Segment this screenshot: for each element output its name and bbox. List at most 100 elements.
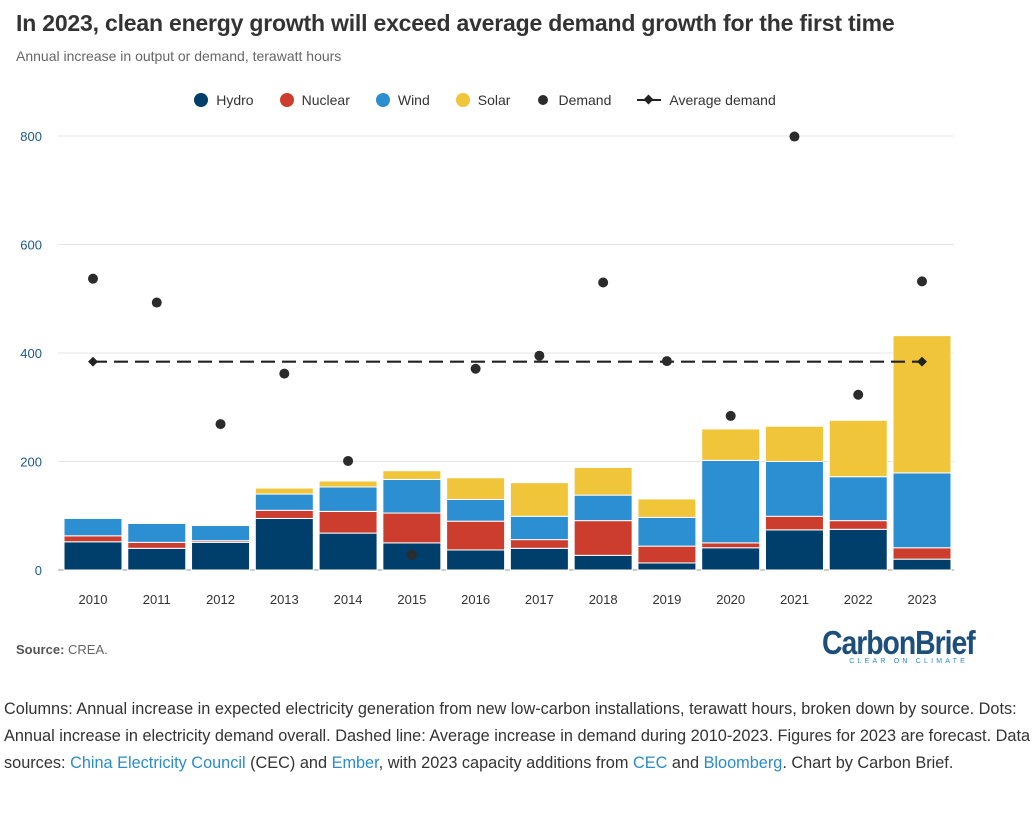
carbon-brief-logo: CarbonBrief CLEAR ON CLIMATE (822, 624, 976, 666)
source-text: CREA. (68, 642, 108, 657)
bar-hydro-2019 (637, 562, 697, 571)
x-tick-label-2017: 2017 (525, 592, 554, 607)
bar-nuclear-2019 (637, 545, 697, 564)
legend-label-average-demand: Average demand (669, 92, 776, 108)
legend-swatch-demand (538, 95, 549, 105)
demand-dot-2011 (151, 297, 162, 308)
bar-wind-2015 (382, 478, 442, 514)
bar-solar-2017 (509, 482, 569, 517)
legend-item-demand[interactable]: Demand (536, 92, 611, 108)
y-tick-label-200: 200 (20, 455, 42, 470)
bar-wind-2014 (318, 486, 378, 512)
brand-name: CarbonBrief (822, 624, 976, 661)
brand-tagline: CLEAR ON CLIMATE (849, 658, 968, 665)
x-tick-label-2023: 2023 (908, 592, 937, 607)
x-tick-label-2015: 2015 (397, 592, 426, 607)
bar-nuclear-2017 (509, 539, 569, 549)
legend-label-demand: Demand (558, 92, 612, 108)
bar-wind-2011 (127, 522, 187, 543)
source-label: Source: (16, 642, 65, 657)
link-bloomberg[interactable]: Bloomberg (703, 754, 783, 772)
legend-item-average-demand[interactable]: Average demand (637, 92, 776, 108)
demand-dot-2023 (917, 276, 927, 287)
bar-nuclear-2020 (701, 542, 761, 549)
bar-hydro-2010 (63, 541, 123, 571)
chart-caption: Columns: Annual increase in expected ele… (4, 696, 1032, 777)
bar-nuclear-2022 (828, 520, 888, 530)
x-tick-label-2014: 2014 (334, 592, 363, 607)
bar-solar-2012 (191, 523, 251, 527)
chart-legend: Hydro Nuclear Wind Solar Demand Average … (0, 92, 970, 108)
demand-dot-2017 (534, 350, 545, 361)
bar-wind-2019 (637, 516, 697, 547)
legend-label-solar: Solar (477, 92, 511, 108)
legend-item-wind[interactable]: Wind (375, 92, 430, 108)
demand-dot-2013 (279, 368, 290, 379)
bar-wind-2012 (191, 525, 251, 542)
demand-dot-2015 (406, 549, 417, 560)
bar-hydro-2020 (701, 547, 761, 571)
legend-item-nuclear[interactable]: Nuclear (279, 92, 350, 108)
bar-wind-2022 (828, 476, 888, 522)
y-tick-label-0: 0 (35, 563, 42, 578)
y-tick-label-800: 800 (20, 129, 42, 144)
bar-hydro-2013 (254, 517, 314, 571)
bar-hydro-2021 (764, 529, 824, 571)
demand-dot-2016 (470, 363, 481, 374)
bar-solar-2014 (318, 480, 378, 488)
link-cec[interactable]: CEC (632, 754, 668, 772)
demand-dot-2010 (88, 273, 98, 284)
legend-item-solar[interactable]: Solar (455, 92, 511, 108)
caption-text-2: (CEC) and (245, 754, 332, 772)
bar-nuclear-2015 (382, 512, 442, 544)
bar-hydro-2023 (892, 558, 952, 571)
legend-swatch-wind (375, 93, 390, 107)
source-note: Source: CREA. (16, 642, 108, 657)
bar-solar-2023 (892, 335, 952, 474)
demand-dot-2014 (343, 455, 354, 466)
link-ember[interactable]: Ember (331, 754, 379, 772)
bar-solar-2019 (637, 498, 697, 518)
caption-text-3: , with 2023 capacity additions from (378, 754, 633, 772)
caption-text-5: . Chart by Carbon Brief. (782, 754, 954, 772)
bar-hydro-2017 (509, 547, 569, 571)
bar-wind-2016 (446, 498, 506, 522)
average-demand-marker-2023 (917, 356, 927, 367)
caption-text-4: and (667, 754, 704, 772)
bar-solar-2013 (254, 487, 314, 495)
x-tick-label-2021: 2021 (780, 592, 809, 607)
link-china-electricity-council[interactable]: China Electricity Council (70, 754, 246, 772)
bar-solar-2011 (127, 522, 187, 524)
bar-solar-2020 (701, 428, 761, 461)
bar-wind-2010 (63, 517, 123, 537)
x-tick-label-2016: 2016 (461, 592, 490, 607)
x-tick-label-2022: 2022 (844, 592, 873, 607)
legend-item-hydro[interactable]: Hydro (194, 92, 254, 108)
bar-wind-2018 (573, 494, 633, 522)
chart-plot-area: 0 200 400 600 800 2010 2011 2012 2013 2014 2015 201… (20, 129, 954, 607)
bar-wind-2017 (509, 515, 569, 541)
bar-solar-2016 (446, 477, 506, 500)
bar-nuclear-2011 (127, 541, 187, 549)
legend-swatch-nuclear (279, 93, 294, 107)
y-tick-label-400: 400 (20, 346, 42, 361)
bar-hydro-2014 (318, 532, 378, 571)
x-tick-label-2019: 2019 (652, 592, 681, 607)
chart-subtitle: Annual increase in output or demand, ter… (16, 48, 342, 64)
bar-solar-2022 (828, 419, 888, 478)
legend-label-hydro: Hydro (216, 92, 254, 108)
bar-nuclear-2016 (446, 520, 506, 551)
demand-dot-2021 (789, 131, 800, 142)
bar-wind-2021 (764, 461, 824, 517)
bar-wind-2020 (701, 459, 761, 544)
bar-nuclear-2010 (63, 535, 123, 543)
x-tick-label-2020: 2020 (716, 592, 745, 607)
demand-dot-2018 (598, 277, 609, 288)
bar-nuclear-2018 (573, 520, 633, 556)
bar-nuclear-2021 (764, 515, 824, 531)
legend-label-wind: Wind (397, 92, 430, 108)
bar-hydro-2018 (573, 554, 633, 571)
legend-swatch-average-demand (637, 94, 662, 106)
demand-dot-2012 (215, 419, 226, 430)
x-tick-label-2010: 2010 (79, 592, 108, 607)
